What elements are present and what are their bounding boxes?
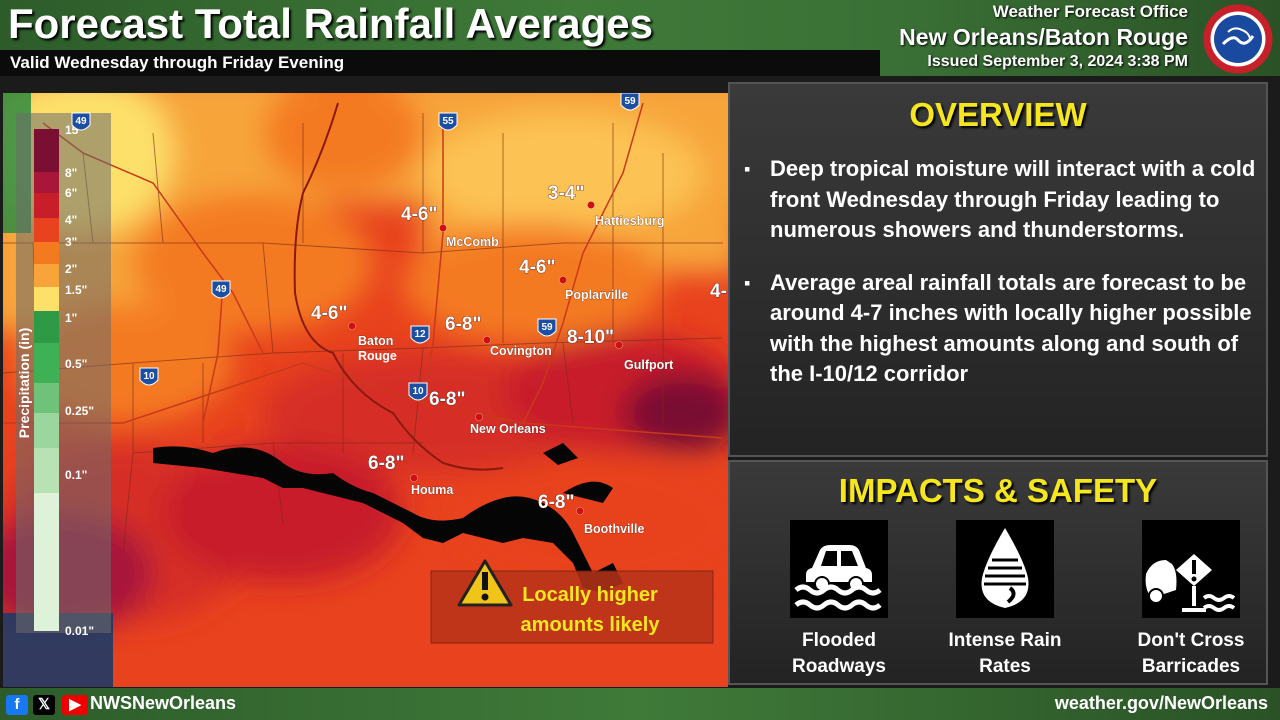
svg-text:59: 59 (541, 322, 553, 333)
legend-title: Precipitation (in) (16, 328, 32, 438)
svg-text:12: 12 (414, 329, 426, 340)
legend-tick-4: 4" (65, 213, 77, 227)
city-covington: Covington (483, 336, 552, 358)
legend-tick-0-01: 0.01" (65, 624, 94, 638)
amount-east-edge: 4- (710, 281, 727, 302)
svg-text:Baton: Baton (358, 334, 393, 348)
amount-mccomb: 4-6" (401, 204, 437, 225)
svg-text:Gulfport: Gulfport (624, 358, 674, 372)
city-poplarville: Poplarville (559, 276, 629, 302)
legend-tick-3: 3" (65, 235, 77, 249)
impact-dont-cross-barricades: Don't Cross Barricades (1106, 520, 1276, 680)
legend-bar (34, 129, 59, 631)
svg-text:Poplarville: Poplarville (565, 288, 628, 302)
highway-shield: 55 (438, 112, 458, 131)
rainfall-map: Precipitation (in) 15" 8" 6" 4" 3" 2" 1.… (3, 93, 728, 687)
overview-bullet: Deep tropical moisture will interact wit… (744, 154, 1268, 246)
highway-shield: 10 (408, 382, 428, 401)
impact-label-line1: Intense Rain (948, 630, 1062, 651)
footer-bar: f 𝕏 ▶ NWSNewOrleans weather.gov/NewOrlea… (0, 688, 1280, 720)
legend-ticks: 15" 8" 6" 4" 3" 2" 1.5" 1" 0.5" 0.25" 0.… (65, 123, 94, 638)
amount-new-orleans: 6-8" (429, 389, 465, 410)
city-gulfport: Gulfport (615, 341, 674, 372)
svg-text:49: 49 (75, 116, 87, 127)
barricade-car-icon (1145, 554, 1236, 612)
amount-poplarville: 4-6" (519, 257, 555, 278)
social-handle[interactable]: NWSNewOrleans (90, 693, 237, 713)
svg-text:55: 55 (442, 116, 454, 127)
issued-time: Issued September 3, 2024 3:38 PM (927, 53, 1188, 70)
svg-text:Boothville: Boothville (584, 522, 644, 536)
svg-text:49: 49 (215, 284, 227, 295)
city-hattiesburg: Hattiesburg (587, 201, 665, 228)
legend-tick-0-25: 0.25" (65, 404, 94, 418)
overview-list: Deep tropical moisture will interact wit… (744, 154, 1268, 412)
website-link[interactable]: weather.gov/NewOrleans (1054, 693, 1268, 713)
legend-tick-1: 1" (65, 311, 77, 325)
subtitle-bar (0, 50, 880, 76)
legend-tick-6: 6" (65, 186, 77, 200)
impact-label-line1: Don't Cross (1137, 630, 1245, 651)
overview-panel: OVERVIEW Deep tropical moisture will int… (728, 82, 1268, 457)
highway-shield: 59 (620, 93, 640, 111)
map-canvas: Precipitation (in) 15" 8" 6" 4" 3" 2" 1.… (3, 93, 728, 687)
impact-label-line1: Flooded (802, 630, 876, 651)
flooded-car-icon (794, 545, 882, 611)
highway-shield: 59 (537, 318, 557, 337)
office-name: New Orleans/Baton Rouge (899, 24, 1188, 50)
impacts-panel: IMPACTS & SAFETY Flooded Roadways (728, 460, 1268, 685)
x-icon[interactable]: 𝕏 (33, 695, 55, 715)
raindrop-icon (981, 528, 1029, 608)
page-title: Forecast Total Rainfall Averages (8, 0, 653, 47)
locally-higher-callout: Locally higher amounts likely (430, 559, 714, 644)
nws-logo-icon (1203, 4, 1273, 74)
city-boothville: Boothville (576, 507, 645, 536)
svg-text:New Orleans: New Orleans (470, 422, 546, 436)
svg-text:Hattiesburg: Hattiesburg (595, 214, 664, 228)
svg-text:Houma: Houma (411, 483, 454, 497)
impact-label-line2: Roadways (792, 656, 886, 677)
legend-tick-1-5: 1.5" (65, 283, 87, 297)
overview-heading: OVERVIEW (909, 96, 1087, 133)
impacts-heading: IMPACTS & SAFETY (838, 472, 1158, 509)
overview-bullet: Average areal rainfall totals are foreca… (744, 268, 1268, 390)
amount-baton-rouge: 4-6" (311, 303, 347, 324)
impact-intense-rain-rates: Intense Rain Rates (920, 520, 1090, 680)
legend-tick-0-1: 0.1" (65, 468, 87, 482)
legend-tick-8: 8" (65, 166, 77, 180)
city-houma: Houma (410, 474, 455, 497)
city-baton-rouge-line2: Rouge (358, 349, 397, 363)
city-mccomb: McComb (439, 224, 499, 249)
svg-text:59: 59 (624, 96, 636, 107)
facebook-icon[interactable]: f (6, 695, 28, 715)
office-block: Weather Forecast Office New Orleans/Bato… (899, 2, 1188, 71)
highway-shield: 49 (71, 112, 91, 131)
legend-tick-0-5: 0.5" (65, 357, 87, 371)
impact-flooded-roadways: Flooded Roadways (754, 520, 924, 680)
impact-label-line2: Barricades (1141, 656, 1241, 677)
svg-text:Covington: Covington (490, 344, 552, 358)
impact-label-line2: Rates (979, 656, 1031, 677)
callout-line2: amounts likely (521, 614, 661, 636)
amount-houma: 6-8" (368, 453, 404, 474)
svg-text:McComb: McComb (446, 235, 499, 249)
svg-text:10: 10 (143, 371, 155, 382)
highway-shield: 49 (211, 280, 231, 299)
valid-period: Valid Wednesday through Friday Evening (10, 53, 345, 72)
youtube-icon[interactable]: ▶ (62, 695, 88, 715)
amount-gulfport: 8-10" (567, 327, 614, 348)
svg-text:10: 10 (412, 386, 424, 397)
callout-line1: Locally higher (522, 584, 658, 606)
legend-background (16, 113, 111, 633)
office-label: Weather Forecast Office (992, 2, 1188, 21)
amount-covington: 6-8" (445, 314, 481, 335)
legend-tick-2: 2" (65, 262, 77, 276)
city-new-orleans: New Orleans (470, 413, 546, 436)
highway-shield: 10 (139, 367, 159, 386)
highway-shield: 12 (410, 325, 430, 344)
amount-boothville: 6-8" (538, 492, 574, 513)
city-baton-rouge: Baton (348, 322, 394, 348)
amount-hattiesburg: 3-4" (548, 183, 584, 204)
